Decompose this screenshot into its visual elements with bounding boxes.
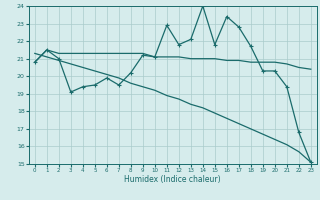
X-axis label: Humidex (Indice chaleur): Humidex (Indice chaleur) <box>124 175 221 184</box>
